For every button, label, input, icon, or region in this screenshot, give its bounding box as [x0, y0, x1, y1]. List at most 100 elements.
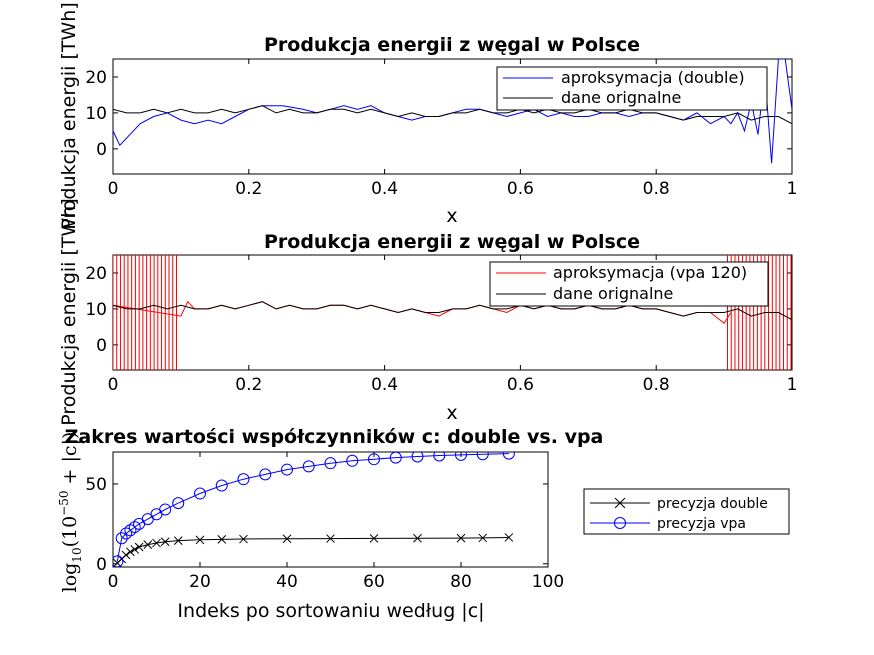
panel-3-series-0-point [478, 533, 488, 543]
panel-3-series-0-point [195, 535, 205, 545]
panel-3-series-1-point [237, 473, 250, 486]
panel-1-series-line-1 [113, 105, 792, 125]
panel-1-ytick-label: 10 [85, 104, 107, 124]
panel-3-xtick-label: 0 [108, 572, 119, 592]
panel-2-xtick-label: 0 [108, 375, 119, 395]
panel-3-series-0-point [282, 534, 292, 544]
panel-3-xtick-label: 80 [450, 572, 472, 592]
panel-2-plot-area [113, 255, 792, 370]
panel-3-series-0-point [130, 545, 140, 554]
panel-3-series-1-point [259, 468, 272, 481]
panel-3-xtick-label: 60 [363, 572, 385, 592]
panel-1-plot-area [113, 59, 792, 164]
panel-3-series-1-point [281, 463, 293, 476]
panel-3-axes [112, 451, 549, 568]
panel-1-legend: aproksymacja (double) dane orignalne [496, 66, 768, 111]
panel-2-xtick-label: 1 [787, 375, 798, 395]
panel-3-series-1-point [502, 452, 515, 460]
panel-3-series-1-point [368, 453, 380, 466]
panel-3-ticks: 0 20 40 60 80 100 0 50 [85, 452, 564, 592]
panel-3-legend: precyzja double precyzja vpa [583, 488, 790, 535]
panel-3-ytick-label: 50 [85, 475, 107, 495]
panel-3-series-1-point [194, 487, 206, 500]
panel-3-series-1-point [324, 457, 337, 470]
panel-1: Produkcja energii z węgal w Polsce 0 0.2 0… [58, 2, 797, 229]
panel-3-legend-box [583, 488, 790, 535]
panel-2-xtick-label: 0.4 [371, 375, 398, 395]
panel-3-series-1-point [172, 497, 185, 510]
panel-1-xtick-label: 0.8 [643, 179, 670, 199]
panel-3-series-1-point [389, 452, 402, 464]
panel-3-legend-label-1: precyzja vpa [657, 516, 746, 532]
panel-3-ytick-label: 0 [96, 555, 107, 575]
panel-3-series-0-point [121, 550, 131, 560]
panel-3-series-1-point [346, 454, 359, 467]
panel-3-series-1-point [124, 524, 137, 537]
panel-3-series-0-point [413, 533, 422, 543]
panel-3-series-1-point [411, 452, 424, 463]
panel-3-ylabel-mid: (10 [59, 516, 81, 548]
panel-1-xlabel: x [446, 205, 457, 227]
panel-3-ylabel: log10(10−50 + |c|) [57, 432, 84, 593]
panel-2-xtick-label: 0.8 [643, 375, 670, 395]
panel-3-xlabel: Indeks po sortowaniu według |c| [177, 600, 484, 622]
panel-2-xlabel: x [446, 402, 457, 424]
panel-2-series [113, 255, 792, 370]
panel-2-ytick-label: 10 [85, 300, 107, 320]
panel-3-legend-marker-1 [614, 517, 626, 529]
panel-2-legend-label-1: dane orignalne [553, 284, 673, 303]
panel-3-series-0-point [456, 533, 466, 543]
panel-3-legend-label-0: precyzja double [657, 496, 768, 512]
panel-1-legend-label-0: aproksymacja (double) [561, 68, 745, 87]
panel-2-xtick-label: 0.2 [235, 375, 262, 395]
panel-2-legend-label-0: aproksymacja (vpa 120) [553, 263, 747, 282]
panel-3-series-1-point [476, 452, 489, 461]
panel-3-ylabel-sub: 10 [70, 547, 84, 562]
panel-3-series-0-point [217, 535, 227, 544]
panel-3-series-1-point [455, 452, 467, 461]
panel-2-legend-box [489, 261, 769, 307]
panel-1-ylabel: Produkcja energii [TWh] [58, 2, 80, 229]
panel-2-legend: aproksymacja (vpa 120) dane orignalne [489, 261, 769, 307]
panel-1-xtick-label: 0.2 [235, 179, 262, 199]
panel-3: Zakres wartości współczynników c: double… [57, 426, 790, 622]
panel-3-series-0-point [173, 536, 183, 545]
panel-3-ylabel-base: log [59, 563, 81, 593]
panel-3-series-0-point [369, 534, 379, 543]
panel-1-legend-label-1: dane orignalne [561, 88, 681, 107]
panel-1-series [113, 59, 792, 164]
panel-1-xtick-label: 1 [787, 179, 798, 199]
panel-1-xtick-label: 0.6 [507, 179, 534, 199]
panel-1-ytick-label: 0 [96, 140, 107, 160]
panel-2-ylabel: Produkcja energii [TWh] [58, 198, 80, 425]
panel-3-series-1-point [433, 452, 446, 462]
panel-2-title: Produkcja energii z węgal w Polsce [264, 231, 640, 253]
panel-2-ytick-label: 20 [85, 264, 107, 284]
panel-3-xtick-label: 100 [532, 572, 564, 592]
panel-3-series-1-point [120, 527, 133, 540]
panel-1-xtick-label: 0 [108, 179, 119, 199]
panel-3-series-1-point [115, 532, 128, 545]
panel-3-title: Zakres wartości współczynników c: double… [65, 426, 604, 448]
panel-3-series-0-point [152, 538, 161, 548]
panel-2-series-line-1 [113, 301, 792, 321]
panel-3-series-1-point [302, 460, 315, 473]
panel-3-series-0-point [143, 540, 153, 549]
panel-2-xtick-label: 0.6 [507, 375, 534, 395]
panel-3-series-0-point [239, 534, 248, 544]
panel-3-series-1-point [215, 479, 228, 492]
panel-1-title: Produkcja energii z węgal w Polsce [264, 34, 640, 56]
panel-3-series-0-point [126, 547, 135, 557]
panel-3-series-1-point [128, 521, 141, 534]
panel-2-ytick-label: 0 [96, 336, 107, 356]
panel-2: Produkcja energii z węgal w Polsce 0 0.2 0… [58, 198, 797, 425]
panel-1-xtick-label: 0.4 [371, 179, 398, 199]
panel-3-legend-marker-0 [614, 497, 626, 509]
panel-3-series-0-point [504, 533, 514, 542]
panel-3-xtick-label: 20 [189, 572, 211, 592]
panel-3-series-0-point [326, 534, 335, 543]
panel-3-series-0-point [160, 537, 170, 547]
